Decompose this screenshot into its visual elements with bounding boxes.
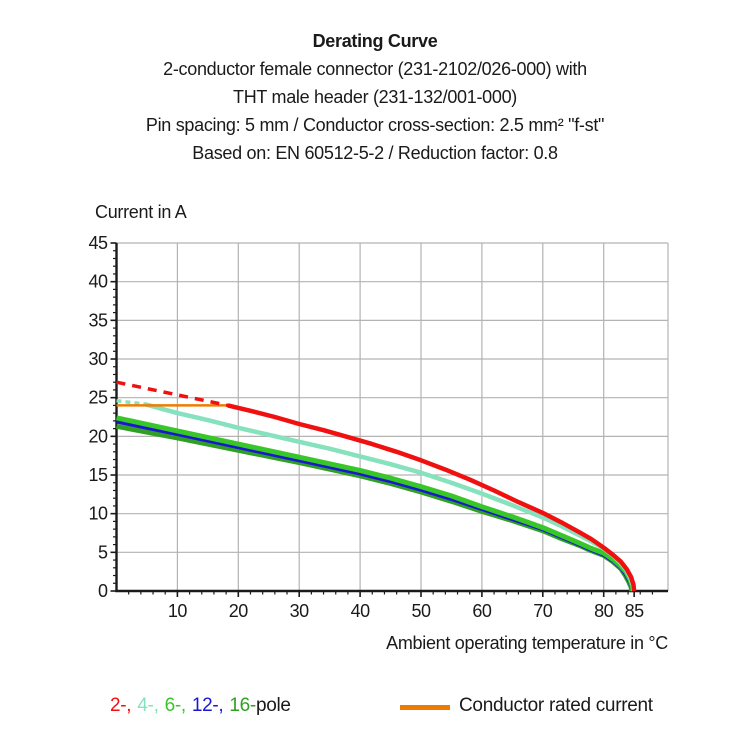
curve-2-pole-dashed (116, 380, 229, 408)
y-tick-label: 30 (88, 349, 108, 369)
x-tick-label: 85 (625, 601, 645, 621)
x-axis-title: Ambient operating temperature in °C (386, 633, 668, 653)
subtitle-line: Based on: EN 60512-5-2 / Reduction facto… (192, 143, 558, 163)
legend-pole-item: 6-, (164, 695, 187, 716)
y-tick-label: 45 (88, 233, 108, 253)
x-tick-label: 70 (533, 601, 553, 621)
rated-current-line-swatch (400, 704, 450, 710)
subtitle-line: Pin spacing: 5 mm / Conductor cross-sect… (145, 115, 605, 135)
x-tick-label: 40 (351, 601, 371, 621)
y-tick-label: 25 (88, 388, 108, 408)
y-tick-label: 5 (98, 542, 108, 562)
subtitle-line: 2-conductor female connector (231-2102/0… (163, 59, 587, 79)
y-axis-title: Current in A (95, 202, 187, 222)
legend-pole-item: 12-, (191, 695, 224, 716)
curve-16-pole (116, 423, 635, 592)
legend-pole-item: 2-, (110, 695, 132, 716)
x-tick-label: 50 (411, 601, 431, 621)
y-tick-label: 15 (88, 465, 108, 485)
rated-current-label: Conductor rated current (459, 695, 653, 716)
curve-2-pole (227, 403, 637, 592)
y-tick-label: 10 (88, 504, 108, 524)
legend-pole-item: 4-, (137, 695, 159, 716)
curve-4-pole (143, 401, 636, 592)
y-tick-label: 0 (98, 581, 108, 601)
legend-pole-item: pole (255, 695, 291, 716)
chart-title: Derating Curve (312, 31, 438, 51)
x-tick-label: 80 (594, 601, 614, 621)
y-tick-label: 40 (88, 272, 108, 292)
y-tick-label: 20 (88, 426, 108, 446)
y-tick-label: 35 (88, 310, 108, 330)
legend-pole-counts: 2-, 4-, 6-, 12-, 16-pole (110, 695, 291, 717)
x-tick-label: 30 (290, 601, 310, 621)
legend-rated-current: Conductor rated current (400, 695, 653, 717)
x-tick-label: 60 (472, 601, 492, 621)
x-tick-label: 20 (229, 601, 249, 621)
legend-pole-item: 16- (229, 695, 256, 716)
curve-4-pole-dashed (116, 399, 145, 406)
title-block: Derating Curve 2-conductor female connec… (0, 27, 750, 167)
x-tick-label: 10 (168, 601, 188, 621)
subtitle-line: THT male header (231-132/001-000) (233, 87, 517, 107)
